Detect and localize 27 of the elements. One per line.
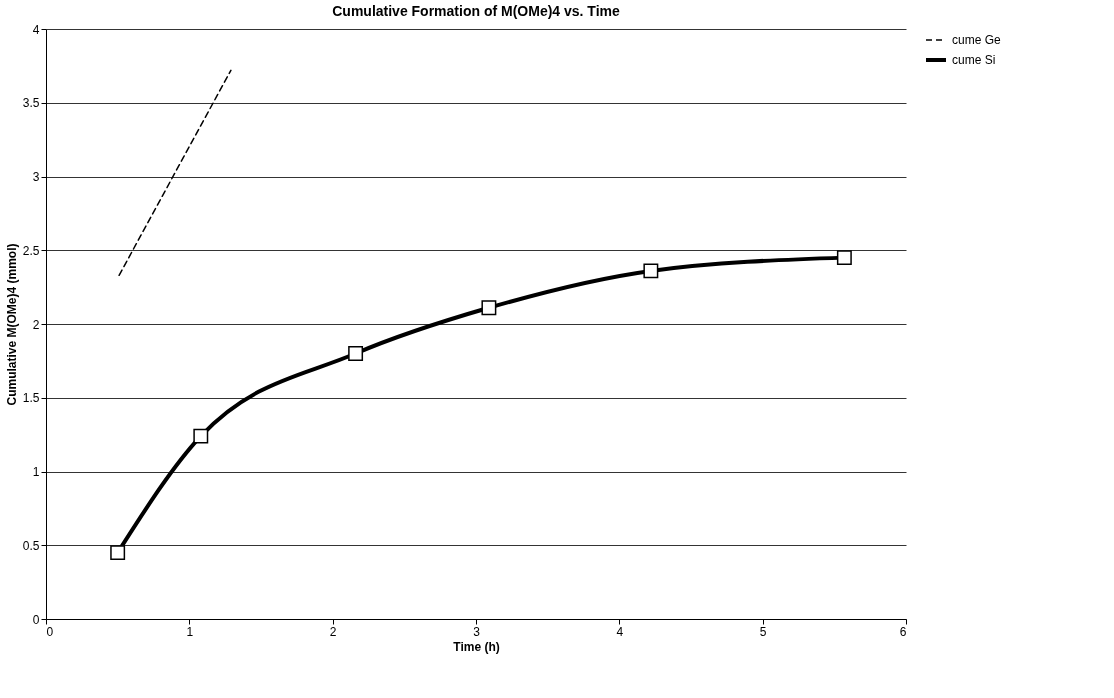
point — [836, 250, 852, 266]
y-tick-label: 3 — [32, 170, 40, 184]
x-tick-label: 5 — [759, 624, 767, 639]
y-tick-label: 2.5 — [22, 243, 40, 258]
x-tick-label: 6 — [899, 624, 907, 639]
x-tick-label: 4 — [616, 624, 624, 639]
y-tick-label: 4 — [32, 22, 40, 37]
y-tick-label: 3.5 — [22, 96, 40, 111]
x-axis-title: Time (h) — [453, 639, 500, 654]
x-tick-label: 1 — [186, 624, 194, 639]
y-tick-label: 2 — [32, 317, 40, 332]
x-tick-label: 0 — [46, 624, 54, 639]
y-axis-title: Cumulative M(OMe)4 (mmol) — [4, 243, 19, 406]
x-tick-label: 3 — [473, 624, 481, 639]
y-tick-label: 1.5 — [22, 391, 40, 406]
y-tick-label: 0.5 — [22, 538, 40, 553]
point — [643, 263, 659, 279]
y-tick-label: 0 — [32, 612, 40, 627]
point — [481, 300, 497, 316]
legend-label: cume Si — [952, 53, 996, 67]
legend-label: cume Ge — [952, 33, 1002, 47]
point — [348, 346, 364, 361]
x-tick-label: 2 — [329, 624, 337, 639]
point — [110, 545, 126, 561]
y-tick-label: 1 — [32, 465, 40, 479]
point — [193, 428, 209, 444]
chart-title: Cumulative Formation of M(OMe)4 vs. Time — [332, 3, 620, 19]
